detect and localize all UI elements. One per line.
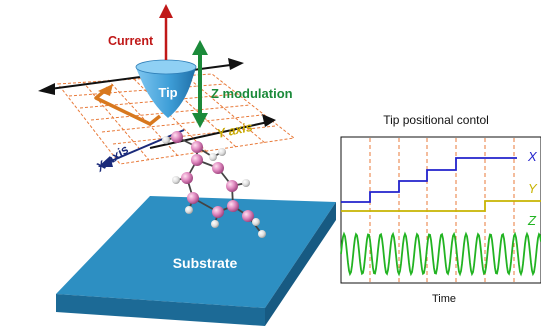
z-trace bbox=[340, 231, 541, 277]
hydrogen-atoms bbox=[162, 136, 266, 238]
x-trace-label: X bbox=[527, 149, 538, 164]
signal-panel bbox=[340, 136, 541, 284]
z-modulation-arrow bbox=[192, 40, 208, 128]
carbon-atoms bbox=[171, 131, 254, 222]
y-axis-label: Y axis bbox=[216, 120, 254, 141]
scan-path-arrow bbox=[94, 84, 162, 126]
x-axis-label: X axis bbox=[93, 142, 131, 175]
current-arrow bbox=[159, 4, 173, 60]
substrate-label: Substrate bbox=[173, 255, 238, 271]
molecule bbox=[162, 131, 266, 238]
depth-axis-arrow bbox=[98, 129, 185, 167]
current-label: Current bbox=[108, 34, 154, 48]
z-trace-label: Z bbox=[527, 213, 537, 228]
x-trace bbox=[341, 157, 517, 203]
y-trace bbox=[341, 200, 541, 212]
z-modulation-label: Z modulation bbox=[211, 86, 293, 101]
panel-title: Tip positional contol bbox=[383, 113, 489, 127]
y-trace-label: Y bbox=[528, 181, 538, 196]
time-axis-label: Time bbox=[432, 293, 456, 305]
substrate bbox=[56, 196, 336, 326]
y-axis-arrow bbox=[149, 114, 276, 149]
tip-label: Tip bbox=[158, 85, 177, 100]
